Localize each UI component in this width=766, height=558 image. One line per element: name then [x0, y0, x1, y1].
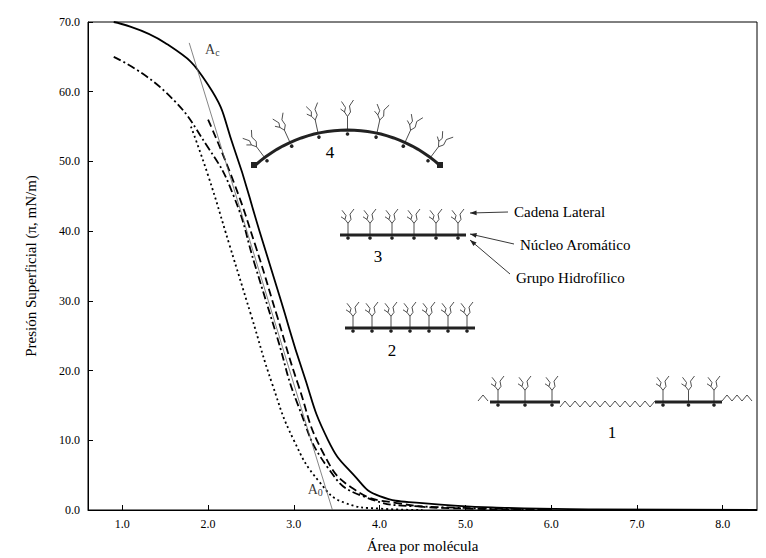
svg-text:7.0: 7.0 [629, 517, 644, 531]
svg-text:10.0: 10.0 [59, 433, 80, 447]
svg-text:0.0: 0.0 [65, 503, 80, 517]
svg-text:Área por molécula: Área por molécula [367, 538, 479, 554]
svg-text:4.0: 4.0 [372, 517, 387, 531]
svg-text:Presión Superficial (π, mN/m): Presión Superficial (π, mN/m) [23, 175, 40, 357]
svg-text:1.0: 1.0 [115, 517, 130, 531]
svg-text:Cadena Lateral: Cadena Lateral [514, 204, 605, 220]
svg-text:c: c [215, 47, 220, 58]
svg-text:2.0: 2.0 [201, 517, 216, 531]
svg-text:2: 2 [388, 341, 397, 360]
svg-text:3: 3 [374, 247, 383, 266]
svg-text:0: 0 [318, 487, 323, 498]
svg-text:20.0: 20.0 [59, 364, 80, 378]
svg-text:1: 1 [608, 423, 617, 442]
svg-text:50.0: 50.0 [59, 154, 80, 168]
svg-text:A: A [307, 481, 318, 497]
svg-text:60.0: 60.0 [59, 85, 80, 99]
svg-text:30.0: 30.0 [59, 294, 80, 308]
svg-text:8.0: 8.0 [715, 517, 730, 531]
svg-text:3.0: 3.0 [286, 517, 301, 531]
svg-text:A: A [205, 42, 216, 58]
svg-text:Grupo Hidrofílico: Grupo Hidrofílico [516, 270, 625, 286]
svg-text:40.0: 40.0 [59, 224, 80, 238]
svg-text:4: 4 [326, 143, 335, 162]
svg-text:Núcleo Aromático: Núcleo Aromático [520, 237, 630, 253]
svg-text:5.0: 5.0 [458, 517, 473, 531]
svg-text:70.0: 70.0 [59, 15, 80, 29]
svg-text:6.0: 6.0 [544, 517, 559, 531]
